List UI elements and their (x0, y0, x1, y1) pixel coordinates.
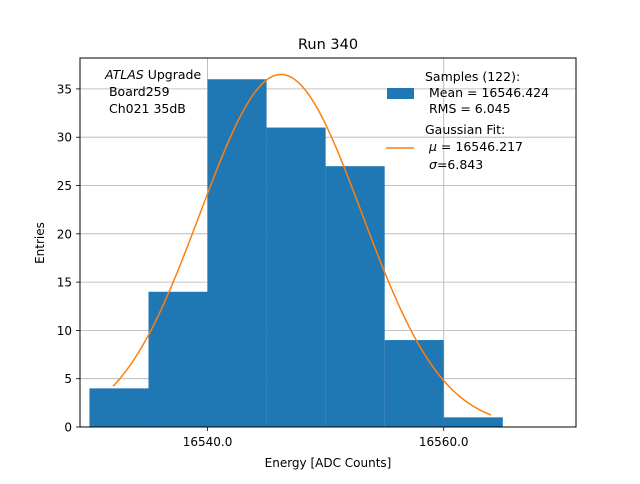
chart-title: Run 340 (298, 37, 358, 53)
histogram-bars (89, 79, 503, 427)
detector-annotation: ATLAS Upgrade Board259 Ch021 35dB (104, 67, 201, 116)
legend-fit-line-3: σ=6.843 (429, 157, 483, 172)
y-axis-label: Entries (33, 222, 47, 264)
upgrade-label: Upgrade (144, 67, 202, 82)
sigma-symbol: σ (429, 157, 438, 172)
legend-hist-line-1: Samples (122): (425, 69, 520, 84)
legend-hist-line-2: Mean = 16546.424 (425, 85, 549, 100)
histogram-bar (443, 417, 503, 427)
histogram-bar (325, 166, 385, 427)
atlas-label: ATLAS (104, 67, 144, 82)
histogram-bar (148, 291, 208, 427)
y-tick-label: 25 (57, 179, 72, 193)
legend-hist-swatch (387, 88, 414, 99)
annotation-line-2: Board259 (105, 84, 170, 99)
y-tick-label: 20 (57, 227, 72, 241)
y-tick-label: 30 (57, 131, 72, 145)
histogram-bar (266, 127, 326, 427)
plot-frame (79, 57, 577, 428)
x-axis-label: Energy [ADC Counts] (265, 456, 392, 470)
annotation-line-1: ATLAS Upgrade (104, 67, 201, 82)
annotation-line-3: Ch021 35dB (105, 101, 186, 116)
x-tick-label: 16540.0 (183, 435, 233, 449)
y-tick-label: 5 (64, 372, 72, 386)
gaussian-fit-curve (112, 73, 492, 416)
fit-sigma-value: =6.843 (437, 157, 483, 172)
fit-mu-value: = 16546.217 (437, 139, 523, 154)
y-tick-label: 35 (57, 82, 72, 96)
histogram-bar (384, 340, 444, 427)
y-axis-ticks: 0 5 10 15 20 25 30 35 (57, 82, 80, 435)
legend: Samples (122): Mean = 16546.424 RMS = 6.… (386, 69, 549, 172)
x-tick-label: 16560.0 (419, 435, 469, 449)
legend-hist-line-3: RMS = 6.045 (425, 101, 511, 116)
y-tick-label: 10 (57, 324, 72, 338)
legend-fit-line-1: Gaussian Fit: (425, 122, 505, 137)
y-tick-label: 0 (64, 421, 72, 435)
histogram-bar (207, 79, 267, 427)
y-tick-label: 15 (57, 276, 72, 290)
x-axis-ticks: 16540.0 16560.0 (183, 427, 469, 449)
legend-fit-line-2: μ = 16546.217 (428, 139, 523, 154)
gaussian-fit (112, 73, 492, 416)
mu-symbol: μ (428, 139, 437, 154)
histogram-bar (89, 388, 149, 427)
